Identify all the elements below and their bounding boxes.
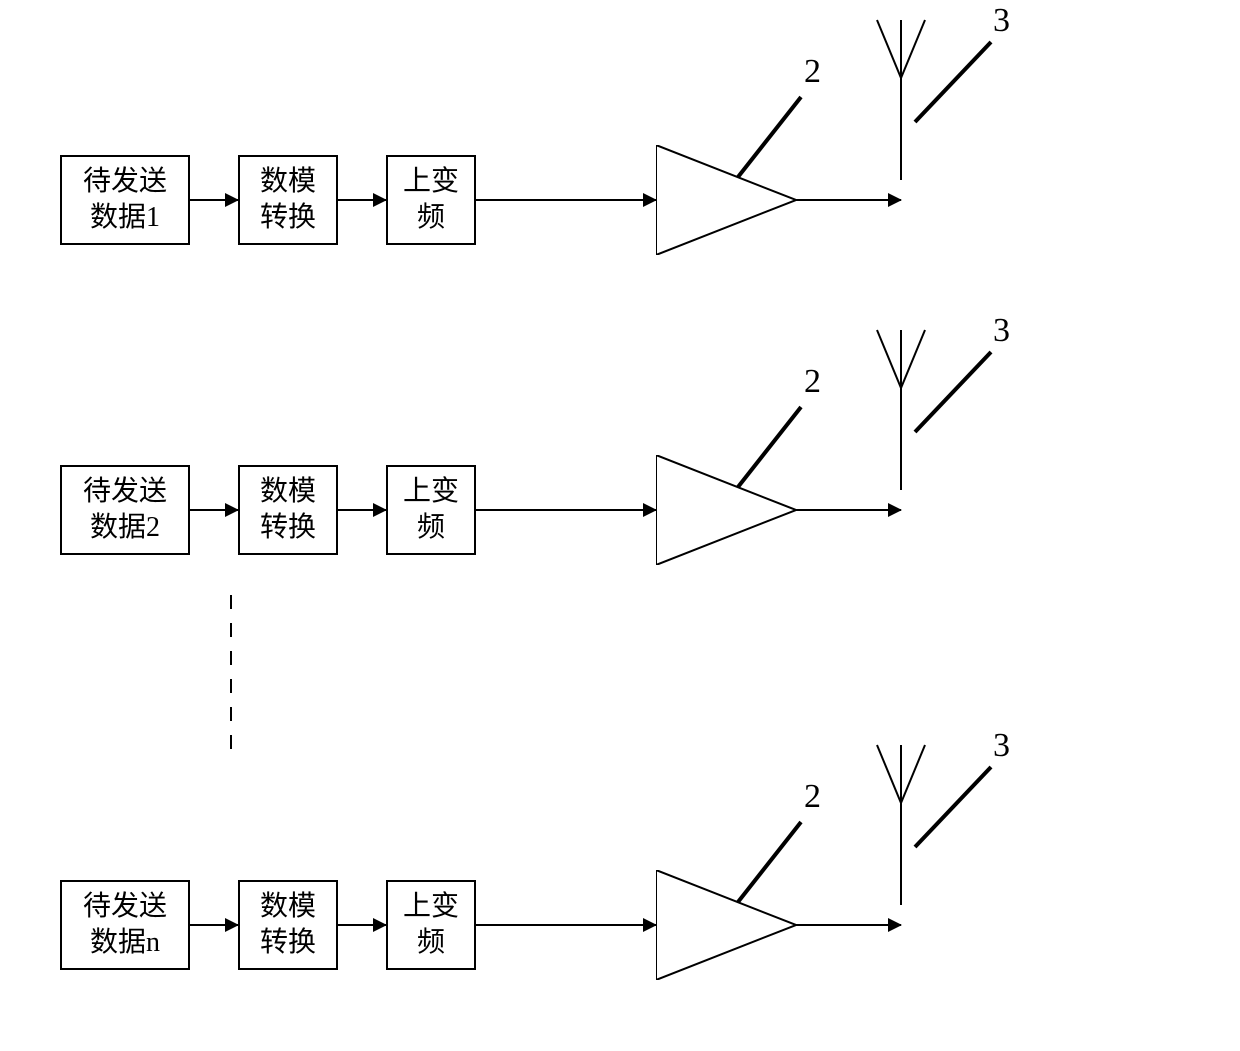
antenna-callout: 3 <box>993 2 1010 40</box>
data-source-block: 待发送 数据2 <box>60 465 190 555</box>
arrow <box>476 924 656 926</box>
amplifier-symbol: 2 <box>656 455 796 565</box>
upconverter-block: 上变 频 <box>386 880 476 970</box>
amplifier-callout: 2 <box>804 363 821 401</box>
arrow <box>338 199 386 201</box>
signal-chain-n: 待发送 数据n 数模 转换 上变 频 2 3 <box>60 870 961 980</box>
antenna-symbol: 3 <box>901 370 961 530</box>
dac-label: 数模 转换 <box>260 889 316 962</box>
dac-block: 数模 转换 <box>238 465 338 555</box>
data-source-label: 待发送 数据1 <box>83 164 167 237</box>
data-source-block: 待发送 数据n <box>60 880 190 970</box>
arrow <box>190 924 238 926</box>
arrow <box>190 509 238 511</box>
signal-chain-1: 待发送 数据1 数模 转换 上变 频 2 3 <box>60 145 961 255</box>
antenna-callout: 3 <box>993 312 1010 350</box>
upconverter-label: 上变 频 <box>403 474 459 547</box>
dac-block: 数模 转换 <box>238 880 338 970</box>
amplifier-symbol: 2 <box>656 145 796 255</box>
upconverter-label: 上变 频 <box>403 889 459 962</box>
amplifier-symbol: 2 <box>656 870 796 980</box>
data-source-label: 待发送 数据2 <box>83 474 167 547</box>
arrow <box>338 924 386 926</box>
upconverter-block: 上变 频 <box>386 155 476 245</box>
antenna-callout: 3 <box>993 727 1010 765</box>
arrow <box>476 199 656 201</box>
ellipsis-indicator <box>230 595 232 763</box>
dac-label: 数模 转换 <box>260 164 316 237</box>
upconverter-block: 上变 频 <box>386 465 476 555</box>
arrow <box>190 199 238 201</box>
arrow <box>476 509 656 511</box>
dac-label: 数模 转换 <box>260 474 316 547</box>
antenna-symbol: 3 <box>901 785 961 945</box>
signal-chain-2: 待发送 数据2 数模 转换 上变 频 2 3 <box>60 455 961 565</box>
dac-block: 数模 转换 <box>238 155 338 245</box>
data-source-label: 待发送 数据n <box>83 889 167 962</box>
upconverter-label: 上变 频 <box>403 164 459 237</box>
antenna-symbol: 3 <box>901 60 961 220</box>
arrow <box>338 509 386 511</box>
amplifier-callout: 2 <box>804 53 821 91</box>
amplifier-callout: 2 <box>804 778 821 816</box>
data-source-block: 待发送 数据1 <box>60 155 190 245</box>
